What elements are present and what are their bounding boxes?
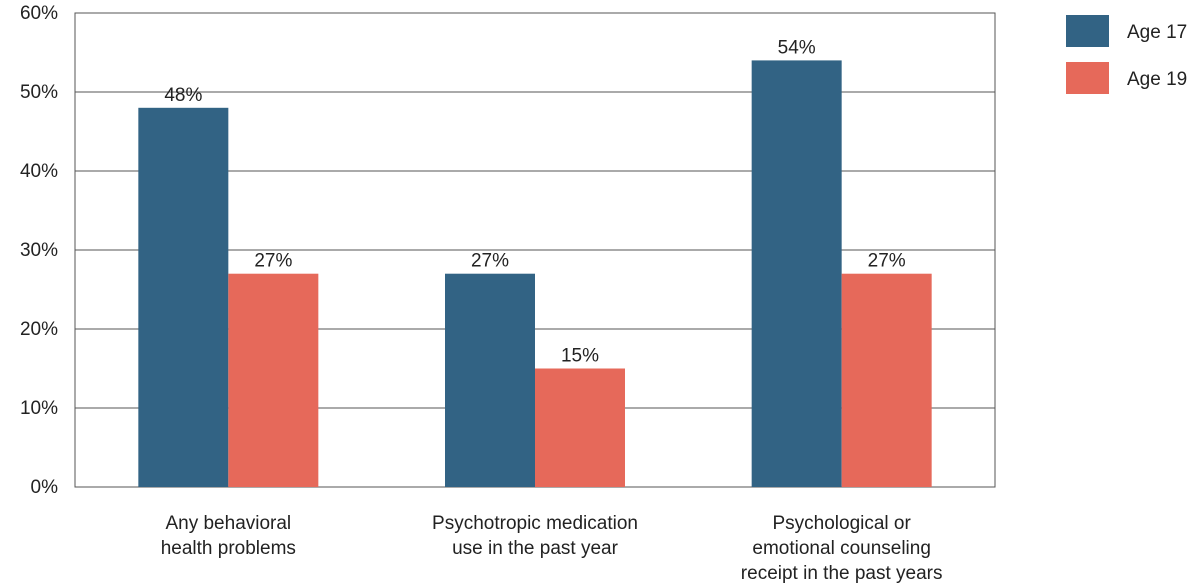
bar <box>751 60 842 488</box>
x-category-label-line: Any behavioral <box>165 513 291 534</box>
y-axis: 0% 10% 20% 30% 40% 50% 60% <box>20 3 58 498</box>
x-category-label: Psychological or emotional counseling rece… <box>741 513 943 584</box>
x-category-label-line: receipt in the past years <box>741 563 943 584</box>
y-tick-label: 20% <box>20 319 58 340</box>
y-tick-label: 40% <box>20 161 58 182</box>
bar-value-label: 48% <box>164 85 202 106</box>
bar <box>445 273 535 487</box>
x-category-label: Psychotropic medication use in the past y… <box>432 513 638 559</box>
bar <box>138 107 229 488</box>
legend-label: Age 17 <box>1127 22 1187 43</box>
x-category-label: Any behavioral health problems <box>161 513 296 559</box>
bar <box>228 273 319 487</box>
y-tick-label: 50% <box>20 82 58 103</box>
bar-value-label: 27% <box>254 251 292 272</box>
data-labels: 48% 27% 54% 27% 15% 27% <box>164 37 905 366</box>
bar <box>535 368 625 487</box>
legend-swatch <box>1066 15 1109 47</box>
bar-value-label: 15% <box>561 346 599 367</box>
y-tick-label: 10% <box>20 398 58 419</box>
x-axis-categories: Any behavioral health problems Psychotropi… <box>161 513 943 584</box>
y-tick-label: 0% <box>31 477 59 498</box>
bar-value-label: 54% <box>778 37 816 58</box>
bars <box>138 60 932 488</box>
y-tick-label: 60% <box>20 3 58 24</box>
x-category-label-line: health problems <box>161 538 296 559</box>
legend-label: Age 19 <box>1127 69 1187 90</box>
y-tick-label: 30% <box>20 240 58 261</box>
x-category-label-line: Psychotropic medication <box>432 513 638 534</box>
bar-value-label: 27% <box>471 251 509 272</box>
legend: Age 17 Age 19 <box>1066 15 1187 94</box>
bar <box>841 273 932 487</box>
x-category-label-line: emotional counseling <box>752 538 931 559</box>
x-category-label-line: Psychological or <box>772 513 911 534</box>
x-category-label-line: use in the past year <box>452 538 618 559</box>
bar-value-label: 27% <box>868 251 906 272</box>
legend-swatch <box>1066 62 1109 94</box>
